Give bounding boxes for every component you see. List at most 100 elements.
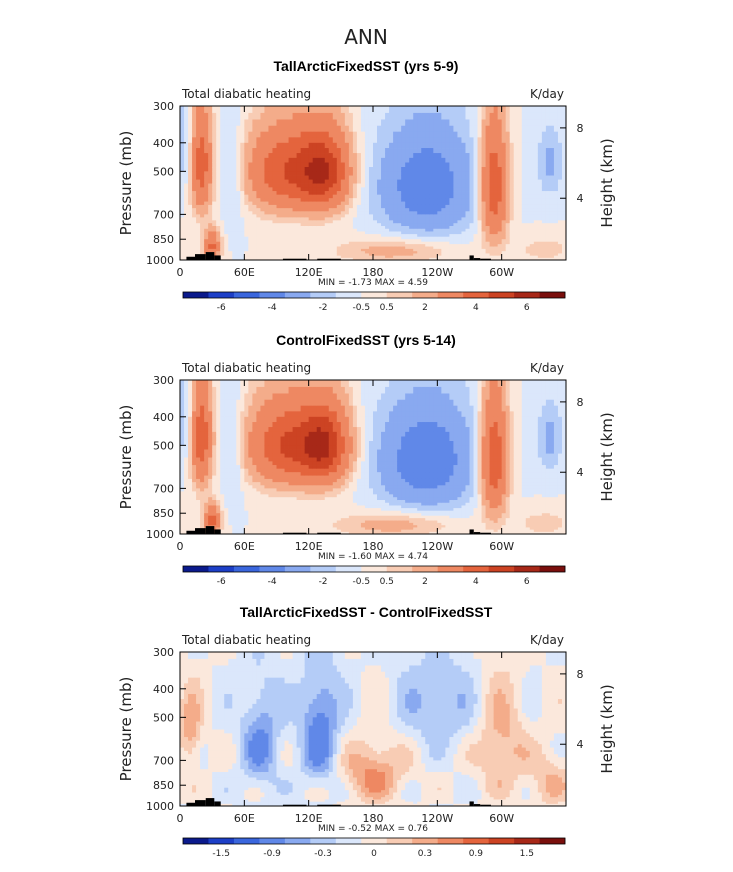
heatmap-cell [184,518,189,521]
heatmap-cell [188,241,193,245]
heatmap-cell [204,198,209,202]
heatmap-cell [437,183,442,188]
heatmap-cell [505,255,511,259]
heatmap-cell [429,131,434,138]
heatmap-cell [180,257,185,261]
heatmap-cell [276,251,281,254]
heatmap-cell [505,142,511,149]
heatmap-cell [260,502,265,506]
heatmap-cell [236,465,241,470]
heatmap-cell [364,241,370,245]
heatmap-cell [425,204,430,209]
heatmap-cell [268,175,273,180]
heatmap-cell [280,191,285,196]
heatmap-cell [425,106,430,114]
heatmap-cell [561,167,567,172]
heatmap-cell [505,239,511,243]
heatmap-cell [300,217,306,221]
heatmap-cell [481,246,486,250]
heatmap-cell [252,253,257,257]
heatmap-cell [453,231,458,235]
heatmap-cell [373,248,378,252]
heatmap-cell [344,157,350,163]
heatmap-cell [421,204,426,209]
heatmap-cell [312,223,318,227]
heatmap-cell [561,171,567,176]
heatmap-cell [300,131,306,138]
heatmap-cell [437,194,442,199]
heatmap-cell [180,431,185,437]
heatmap-cell [220,157,225,163]
heatmap-cell [409,226,414,230]
heatmap-cell [260,142,265,149]
heatmap-cell [204,491,209,495]
heatmap-cell [368,223,374,227]
heatmap-cell [248,253,253,257]
heatmap-cell [364,255,370,259]
heatmap-cell [308,208,314,212]
heatmap-cell [280,179,285,184]
heatmap-cell [328,183,334,188]
heatmap-cell [377,131,382,138]
heatmap-cell [481,137,486,144]
heatmap-cell [276,142,281,149]
heatmap-cell [232,198,237,202]
heatmap-cell [513,231,519,235]
heatmap-cell [389,220,394,224]
heatmap-cell [272,211,277,215]
heatmap-cell [497,175,503,180]
colorbar-swatch [539,292,566,298]
heatmap-cell [381,217,386,221]
heatmap-cell [373,201,378,206]
heatmap-cell [300,171,306,176]
heatmap-cell [252,231,257,235]
heatmap-cell [473,217,478,221]
heatmap-cell [421,125,426,133]
heatmap-cell [308,241,314,245]
heatmap-cell [196,157,201,163]
heatmap-cell [248,211,253,215]
heatmap-cell [304,106,310,114]
heatmap-cell [228,411,233,418]
heatmap-cell [200,234,205,238]
heatmap-cell [449,201,454,206]
heatmap-cell [493,226,499,230]
heatmap-cell [212,214,217,218]
heatmap-cell [381,191,386,196]
heatmap-cell [204,228,209,232]
heatmap-cell [368,187,374,192]
heatmap-cell [457,106,462,114]
heatmap-cell [352,179,358,184]
heatmap-cell [188,179,193,184]
heatmap-cell [352,241,358,245]
heatmap-cell [352,236,358,240]
heatmap-cell [537,208,543,212]
heatmap-cell [336,137,342,144]
heatmap-cell [397,204,402,209]
heatmap-cell [549,234,555,238]
heatmap-cell [553,183,559,188]
heatmap-cell [240,171,245,176]
heatmap-cell [320,183,326,188]
heatmap-cell [224,500,229,504]
heatmap-cell [465,179,470,184]
heatmap-cell [521,119,527,127]
heatmap-cell [300,211,306,215]
heatmap-cell [381,255,386,259]
heatmap-cell [280,217,285,221]
heatmap-cell [356,226,362,230]
heatmap-cell [192,167,197,172]
heatmap-cell [296,198,302,202]
heatmap-cell [180,465,185,470]
heatmap-cell [228,527,233,531]
heatmap-cell [236,253,241,257]
heatmap-cell [332,142,338,149]
heatmap-cell [220,488,225,492]
heatmap-cell [373,239,378,243]
heatmap-cell [228,510,233,514]
heatmap-cell [340,198,346,202]
heatmap-cell [192,520,197,524]
heatmap-cell [276,175,281,180]
heatmap-cell [296,112,302,120]
heatmap-cell [517,211,523,215]
